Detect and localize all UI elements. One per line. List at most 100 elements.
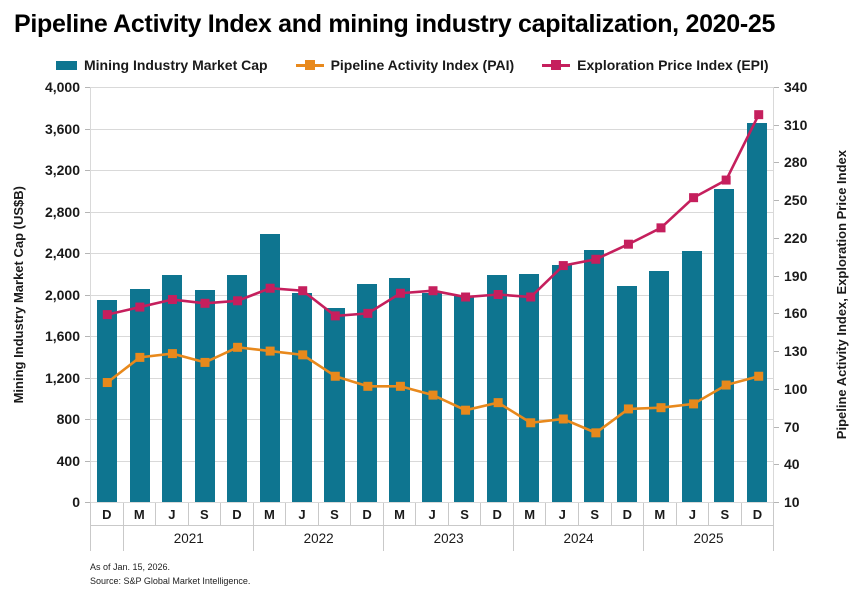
bar [291,293,313,502]
line-marker [298,350,308,360]
year-label: 2024 [513,526,643,551]
legend-label: Mining Industry Market Cap [84,57,268,73]
gridline [91,128,773,130]
month-label: D [610,503,644,525]
line-marker [526,418,536,428]
line-marker [135,302,145,312]
left-tick-label: 800 [56,411,80,427]
bar-series [91,87,773,502]
year-axis: 2021 2022 2023 2024 2025 [90,526,774,551]
line-path [106,114,760,318]
bar [649,270,670,502]
month-label: D [350,503,383,525]
gridline [91,502,773,503]
gridline [91,87,773,88]
bar [162,274,183,502]
bar [194,290,215,502]
line-marker [265,283,275,293]
month-label: M [122,503,156,525]
month-label: S [447,503,481,525]
left-tick-label: 400 [56,452,80,469]
month-label: M [252,503,286,525]
left-tick-label: 0 [72,494,80,510]
month-label: D [480,503,513,525]
legend-item-epi: Exploration Price Index (EPI) [542,57,769,73]
month-label: S [187,503,221,525]
gridline [91,170,773,171]
line-marker [526,292,536,302]
line-marker [167,295,177,305]
line-marker [102,310,112,320]
line-marker [167,349,177,359]
bar [681,250,702,502]
year-label: 2022 [253,526,383,551]
month-label: J [675,503,709,525]
right-tick-label: 280 [784,154,808,171]
right-axis-ticks: 340 310 280 250 220 190 160 130 100 70 40 10 [774,80,818,509]
line-marker [656,223,666,233]
gridline [91,253,773,254]
line-square-marker-icon [295,60,324,70]
month-label: S [708,503,741,525]
left-tick-label: 4,000 [44,79,80,95]
right-tick-label: 250 [784,192,808,209]
month-label: M [512,503,546,525]
line-marker [493,398,503,408]
line-marker [461,405,471,415]
legend-item-market-cap: Mining Industry Market Cap [56,57,268,73]
year-label: 2023 [383,526,513,551]
line-marker [330,371,340,381]
line-marker [265,346,275,356]
line-marker [135,352,145,362]
line-marker [623,404,633,414]
line-marker [721,175,731,185]
year-label: 2025 [643,526,774,551]
bar [324,308,345,502]
line-marker [363,308,373,318]
line-marker [233,296,243,306]
month-label: D [220,503,253,525]
month-label: J [285,503,318,525]
bar [746,123,767,502]
bar [454,295,475,502]
line-marker [428,286,438,296]
line-marker [591,254,601,264]
left-tick-label: 1,200 [44,369,80,386]
month-label: M [382,503,416,525]
gridline [91,211,773,213]
line-marker [754,371,764,381]
bar [714,188,735,502]
left-tick-label: 2,800 [44,203,80,220]
legend: Mining Industry Market Cap Pipeline Acti… [56,55,864,75]
month-label: J [155,503,188,525]
left-tick-label: 1,600 [44,328,80,344]
line-marker [721,380,731,390]
line-marker [689,399,699,409]
line-marker [200,298,210,308]
left-tick-label: 2,400 [44,245,80,261]
bar [486,274,507,502]
footer-notes: As of Jan. 15, 2026. Source: S&P Global … [90,561,864,588]
left-tick-label: 2,000 [44,286,80,303]
year-label: 2021 [123,526,253,551]
right-tick-label: 310 [784,116,808,133]
line-marker [493,290,503,299]
legend-label: Pipeline Activity Index (PAI) [330,57,515,73]
line-marker [689,193,699,203]
line-marker [656,403,666,413]
line-marker [363,381,373,391]
plot-area [90,87,774,503]
right-tick-label: 10 [784,494,800,510]
line-marker [623,239,633,249]
left-axis-ticks: 4,000 3,600 3,200 2,800 2,400 2,000 1,600 1,200… [36,80,90,509]
as-of-note: As of Jan. 15, 2026. [90,562,171,572]
bar [584,249,605,502]
line-square-marker-icon [542,60,571,70]
left-axis-title: Mining Industry Market Cap (US$B) [10,185,26,404]
right-tick-label: 340 [784,79,808,95]
bar [616,286,637,502]
month-label: S [577,503,611,525]
right-axis-title: Pipeline Activity Index, Exploration Pri… [833,149,849,440]
bar [97,299,118,502]
